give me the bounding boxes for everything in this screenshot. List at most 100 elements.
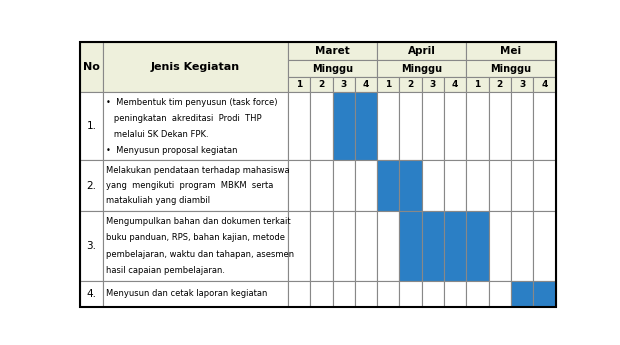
Bar — [103, 42, 288, 92]
Bar — [533, 77, 556, 92]
Text: matakuliah yang diambil: matakuliah yang diambil — [106, 196, 210, 205]
Text: 3: 3 — [430, 80, 436, 89]
Text: 2: 2 — [497, 80, 503, 89]
Bar — [332, 160, 355, 211]
Text: hasil capaian pembelajaran.: hasil capaian pembelajaran. — [106, 266, 225, 275]
Bar — [377, 42, 466, 60]
Bar — [310, 92, 332, 160]
Bar — [288, 77, 310, 92]
Bar — [288, 281, 310, 306]
Bar — [399, 160, 422, 211]
Bar — [377, 60, 466, 77]
Bar — [444, 281, 466, 306]
Bar — [489, 77, 511, 92]
Text: Melakukan pendataan terhadap mahasiswa: Melakukan pendataan terhadap mahasiswa — [106, 166, 290, 175]
Text: yang  mengikuti  program  MBKM  serta: yang mengikuti program MBKM serta — [106, 181, 273, 190]
Bar — [422, 281, 444, 306]
Bar — [355, 211, 377, 281]
Bar — [466, 211, 489, 281]
Bar — [466, 281, 489, 306]
Bar — [533, 281, 556, 306]
Text: 3: 3 — [340, 80, 347, 89]
Text: 3.: 3. — [86, 241, 97, 251]
Bar — [288, 92, 310, 160]
Text: Jenis Kegiatan: Jenis Kegiatan — [151, 62, 240, 72]
Text: April: April — [408, 46, 436, 56]
Bar — [103, 281, 288, 306]
Bar — [489, 92, 511, 160]
Bar — [444, 211, 466, 281]
Bar — [103, 211, 288, 281]
Bar — [444, 92, 466, 160]
Text: 4: 4 — [541, 80, 547, 89]
Bar — [80, 211, 103, 281]
Bar — [533, 92, 556, 160]
Text: melalui SK Dekan FPK.: melalui SK Dekan FPK. — [106, 130, 208, 139]
Bar — [533, 211, 556, 281]
Bar — [399, 92, 422, 160]
Bar — [288, 211, 310, 281]
Bar — [399, 281, 422, 306]
Bar — [332, 92, 355, 160]
Bar — [489, 211, 511, 281]
Bar — [399, 77, 422, 92]
Bar — [310, 211, 332, 281]
Bar — [511, 92, 533, 160]
Bar — [466, 92, 489, 160]
Bar — [355, 77, 377, 92]
Text: Minggu: Minggu — [401, 64, 442, 74]
Bar — [310, 281, 332, 306]
Bar — [355, 160, 377, 211]
Text: pembelajaran, waktu dan tahapan, asesmen: pembelajaran, waktu dan tahapan, asesmen — [106, 250, 294, 259]
Bar — [399, 211, 422, 281]
Bar — [377, 281, 399, 306]
Bar — [332, 211, 355, 281]
Bar — [511, 281, 533, 306]
Text: Maret: Maret — [315, 46, 350, 56]
Bar — [511, 160, 533, 211]
Text: buku panduan, RPS, bahan kajian, metode: buku panduan, RPS, bahan kajian, metode — [106, 234, 285, 243]
Bar — [533, 160, 556, 211]
Bar — [444, 160, 466, 211]
Bar — [377, 160, 399, 211]
Text: Mengumpulkan bahan dan dokumen terkait: Mengumpulkan bahan dan dokumen terkait — [106, 217, 291, 226]
Bar — [422, 160, 444, 211]
Bar — [489, 281, 511, 306]
Text: No: No — [83, 62, 100, 72]
Bar — [103, 160, 288, 211]
Text: 1: 1 — [296, 80, 302, 89]
Bar — [489, 160, 511, 211]
Bar — [466, 160, 489, 211]
Text: 2.: 2. — [86, 181, 97, 191]
Bar — [511, 211, 533, 281]
Text: •  Membentuk tim penyusun (task force): • Membentuk tim penyusun (task force) — [106, 98, 277, 107]
Bar — [288, 42, 377, 60]
Bar — [80, 281, 103, 306]
Bar — [466, 60, 556, 77]
Bar — [332, 77, 355, 92]
Bar — [288, 160, 310, 211]
Text: Minggu: Minggu — [490, 64, 531, 74]
Bar — [466, 77, 489, 92]
Text: peningkatan  akreditasi  Prodi  THP: peningkatan akreditasi Prodi THP — [106, 114, 262, 123]
Bar — [310, 160, 332, 211]
Bar — [422, 92, 444, 160]
Bar — [422, 77, 444, 92]
Bar — [377, 77, 399, 92]
Bar — [288, 60, 377, 77]
Bar — [466, 42, 556, 60]
Bar — [355, 281, 377, 306]
Text: 1: 1 — [474, 80, 480, 89]
Text: Minggu: Minggu — [312, 64, 353, 74]
Bar — [377, 211, 399, 281]
Text: 2: 2 — [318, 80, 324, 89]
Bar — [444, 77, 466, 92]
Bar — [377, 92, 399, 160]
Text: 4: 4 — [452, 80, 458, 89]
Text: Mei: Mei — [500, 46, 521, 56]
Text: 1.: 1. — [86, 121, 97, 131]
Bar — [355, 92, 377, 160]
Text: 4.: 4. — [86, 289, 97, 299]
Bar — [310, 77, 332, 92]
Bar — [422, 211, 444, 281]
